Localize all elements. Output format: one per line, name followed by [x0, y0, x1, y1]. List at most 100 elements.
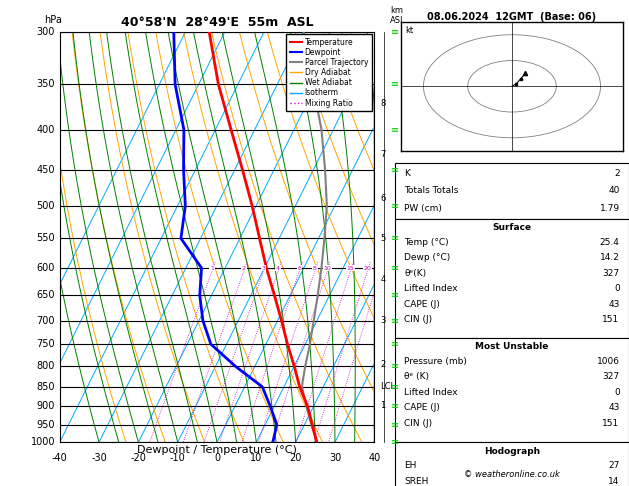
- Text: 0: 0: [614, 284, 620, 293]
- Text: 1000: 1000: [31, 437, 55, 447]
- Text: CIN (J): CIN (J): [404, 315, 433, 324]
- Text: 0: 0: [214, 452, 220, 463]
- Bar: [395, 338, 629, 442]
- Text: 0: 0: [614, 388, 620, 397]
- Text: 450: 450: [36, 165, 55, 175]
- Text: Dewp (°C): Dewp (°C): [404, 253, 450, 262]
- Text: 6: 6: [381, 194, 386, 204]
- X-axis label: Dewpoint / Temperature (°C): Dewpoint / Temperature (°C): [137, 445, 297, 455]
- Text: 700: 700: [36, 315, 55, 326]
- Text: 2: 2: [381, 360, 386, 368]
- Text: 800: 800: [36, 361, 55, 371]
- Text: 300: 300: [36, 27, 55, 36]
- Text: Surface: Surface: [493, 223, 532, 232]
- Text: 43: 43: [608, 403, 620, 412]
- Text: ≡: ≡: [391, 125, 399, 135]
- Text: 6: 6: [298, 265, 301, 271]
- Text: 500: 500: [36, 201, 55, 211]
- Text: K: K: [404, 169, 410, 178]
- Text: ≡: ≡: [391, 401, 399, 411]
- Text: SREH: SREH: [404, 477, 429, 486]
- Text: 10: 10: [323, 265, 331, 271]
- Text: 14: 14: [608, 477, 620, 486]
- Text: ≡: ≡: [391, 165, 399, 175]
- Text: km
ASL: km ASL: [390, 6, 406, 25]
- Text: CAPE (J): CAPE (J): [404, 403, 440, 412]
- Text: 1: 1: [210, 265, 214, 271]
- Text: 1006: 1006: [597, 357, 620, 365]
- Text: -30: -30: [91, 452, 107, 463]
- Text: 20: 20: [289, 452, 302, 463]
- Text: 30: 30: [329, 452, 341, 463]
- Text: 8: 8: [313, 265, 317, 271]
- Text: ≡: ≡: [391, 339, 399, 349]
- Text: -10: -10: [170, 452, 186, 463]
- Text: 10: 10: [250, 452, 262, 463]
- Bar: [395, 442, 629, 486]
- Text: EH: EH: [404, 461, 417, 470]
- Text: 3: 3: [262, 265, 265, 271]
- Text: 43: 43: [608, 300, 620, 309]
- Text: 25.4: 25.4: [600, 238, 620, 246]
- Text: 327: 327: [603, 269, 620, 278]
- Text: 27: 27: [608, 461, 620, 470]
- Text: 550: 550: [36, 233, 55, 243]
- Text: 950: 950: [36, 420, 55, 430]
- Text: ≡: ≡: [391, 27, 399, 36]
- Text: kt: kt: [406, 26, 414, 35]
- Text: Mixing Ratio (g/kg): Mixing Ratio (g/kg): [401, 197, 410, 277]
- Text: 151: 151: [603, 419, 620, 428]
- Text: 650: 650: [36, 290, 55, 300]
- Text: 4: 4: [381, 275, 386, 284]
- Text: hPa: hPa: [44, 16, 62, 25]
- Text: ≡: ≡: [391, 437, 399, 447]
- Text: 850: 850: [36, 382, 55, 392]
- Text: CAPE (J): CAPE (J): [404, 300, 440, 309]
- Text: 14.2: 14.2: [600, 253, 620, 262]
- Text: 8: 8: [381, 99, 386, 107]
- Text: 7: 7: [381, 150, 386, 159]
- Text: 2: 2: [242, 265, 246, 271]
- Legend: Temperature, Dewpoint, Parcel Trajectory, Dry Adiabat, Wet Adiabat, Isotherm, Mi: Temperature, Dewpoint, Parcel Trajectory…: [286, 34, 372, 111]
- Text: Pressure (mb): Pressure (mb): [404, 357, 467, 365]
- Text: Most Unstable: Most Unstable: [476, 342, 548, 351]
- Text: 1: 1: [381, 401, 386, 410]
- Text: 750: 750: [36, 339, 55, 349]
- Text: Temp (°C): Temp (°C): [404, 238, 449, 246]
- Text: ≡: ≡: [391, 420, 399, 430]
- Text: 327: 327: [603, 372, 620, 381]
- Text: ≡: ≡: [391, 315, 399, 326]
- Text: 151: 151: [603, 315, 620, 324]
- Text: CIN (J): CIN (J): [404, 419, 433, 428]
- Text: Lifted Index: Lifted Index: [404, 284, 458, 293]
- Text: 600: 600: [36, 263, 55, 273]
- Text: 900: 900: [36, 401, 55, 411]
- Text: -40: -40: [52, 452, 68, 463]
- Text: ≡: ≡: [391, 290, 399, 300]
- Text: θᵉ(K): θᵉ(K): [404, 269, 426, 278]
- Text: 2: 2: [614, 169, 620, 178]
- Bar: [395, 163, 629, 219]
- Text: 3: 3: [381, 316, 386, 325]
- Text: 1.79: 1.79: [599, 204, 620, 213]
- Text: 08.06.2024  12GMT  (Base: 06): 08.06.2024 12GMT (Base: 06): [428, 12, 596, 22]
- Text: ≡: ≡: [391, 382, 399, 392]
- Text: -20: -20: [130, 452, 147, 463]
- Text: Lifted Index: Lifted Index: [404, 388, 458, 397]
- Text: PW (cm): PW (cm): [404, 204, 442, 213]
- Text: © weatheronline.co.uk: © weatheronline.co.uk: [464, 469, 560, 479]
- Text: 20: 20: [364, 265, 372, 271]
- Title: 40°58'N  28°49'E  55m  ASL: 40°58'N 28°49'E 55m ASL: [121, 16, 313, 29]
- Text: Totals Totals: Totals Totals: [404, 186, 459, 195]
- Text: 40: 40: [608, 186, 620, 195]
- Text: 400: 400: [36, 125, 55, 135]
- Text: 5: 5: [381, 234, 386, 243]
- Text: ≡: ≡: [391, 79, 399, 89]
- Text: ≡: ≡: [391, 201, 399, 211]
- Text: ≡: ≡: [391, 233, 399, 243]
- Text: 15: 15: [347, 265, 354, 271]
- Text: 40: 40: [368, 452, 381, 463]
- Text: ≡: ≡: [391, 263, 399, 273]
- Text: 350: 350: [36, 79, 55, 89]
- Text: Hodograph: Hodograph: [484, 447, 540, 455]
